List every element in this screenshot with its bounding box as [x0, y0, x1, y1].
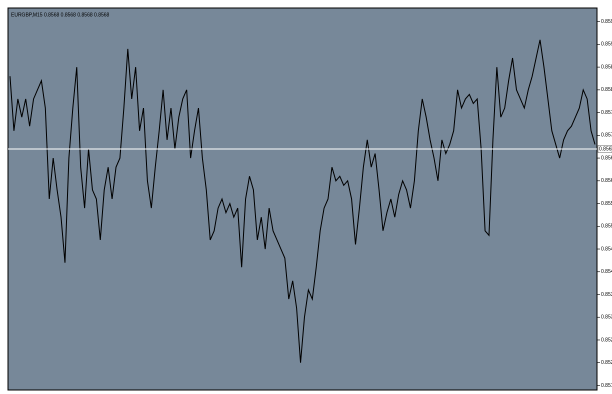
- y-tick-label: 0.8590: [601, 42, 612, 48]
- current-price-label: 0.8567: [599, 146, 612, 152]
- price-line-series: [9, 39, 596, 363]
- y-tick-label: 0.8540: [601, 269, 612, 275]
- current-price-box: [597, 145, 612, 153]
- y-tick-label: 0.8560: [601, 178, 612, 184]
- plot-area: [7, 7, 598, 391]
- y-tick-label: 0.8570: [601, 133, 612, 139]
- y-tick-label: 0.8595: [601, 19, 612, 25]
- y-tick-label: 0.8520: [601, 360, 612, 366]
- chart-title: EURGBP,M15 0.8568 0.8568 0.8568 0.8568: [11, 12, 110, 18]
- y-tick-label: 0.8545: [601, 246, 612, 252]
- y-tick-label: 0.8525: [601, 337, 612, 343]
- y-tick-label: 0.8535: [601, 292, 612, 298]
- y-tick-label: 0.8555: [601, 201, 612, 207]
- y-tick-label: 0.8565: [601, 155, 612, 161]
- y-tick-label: 0.8575: [601, 110, 612, 116]
- y-tick-label: 0.8585: [601, 64, 612, 70]
- y-tick-label: 0.8550: [601, 224, 612, 230]
- y-tick-label: 0.8515: [601, 383, 612, 389]
- y-tick-label: 0.8530: [601, 315, 612, 321]
- y-tick-label: 0.8580: [601, 87, 612, 93]
